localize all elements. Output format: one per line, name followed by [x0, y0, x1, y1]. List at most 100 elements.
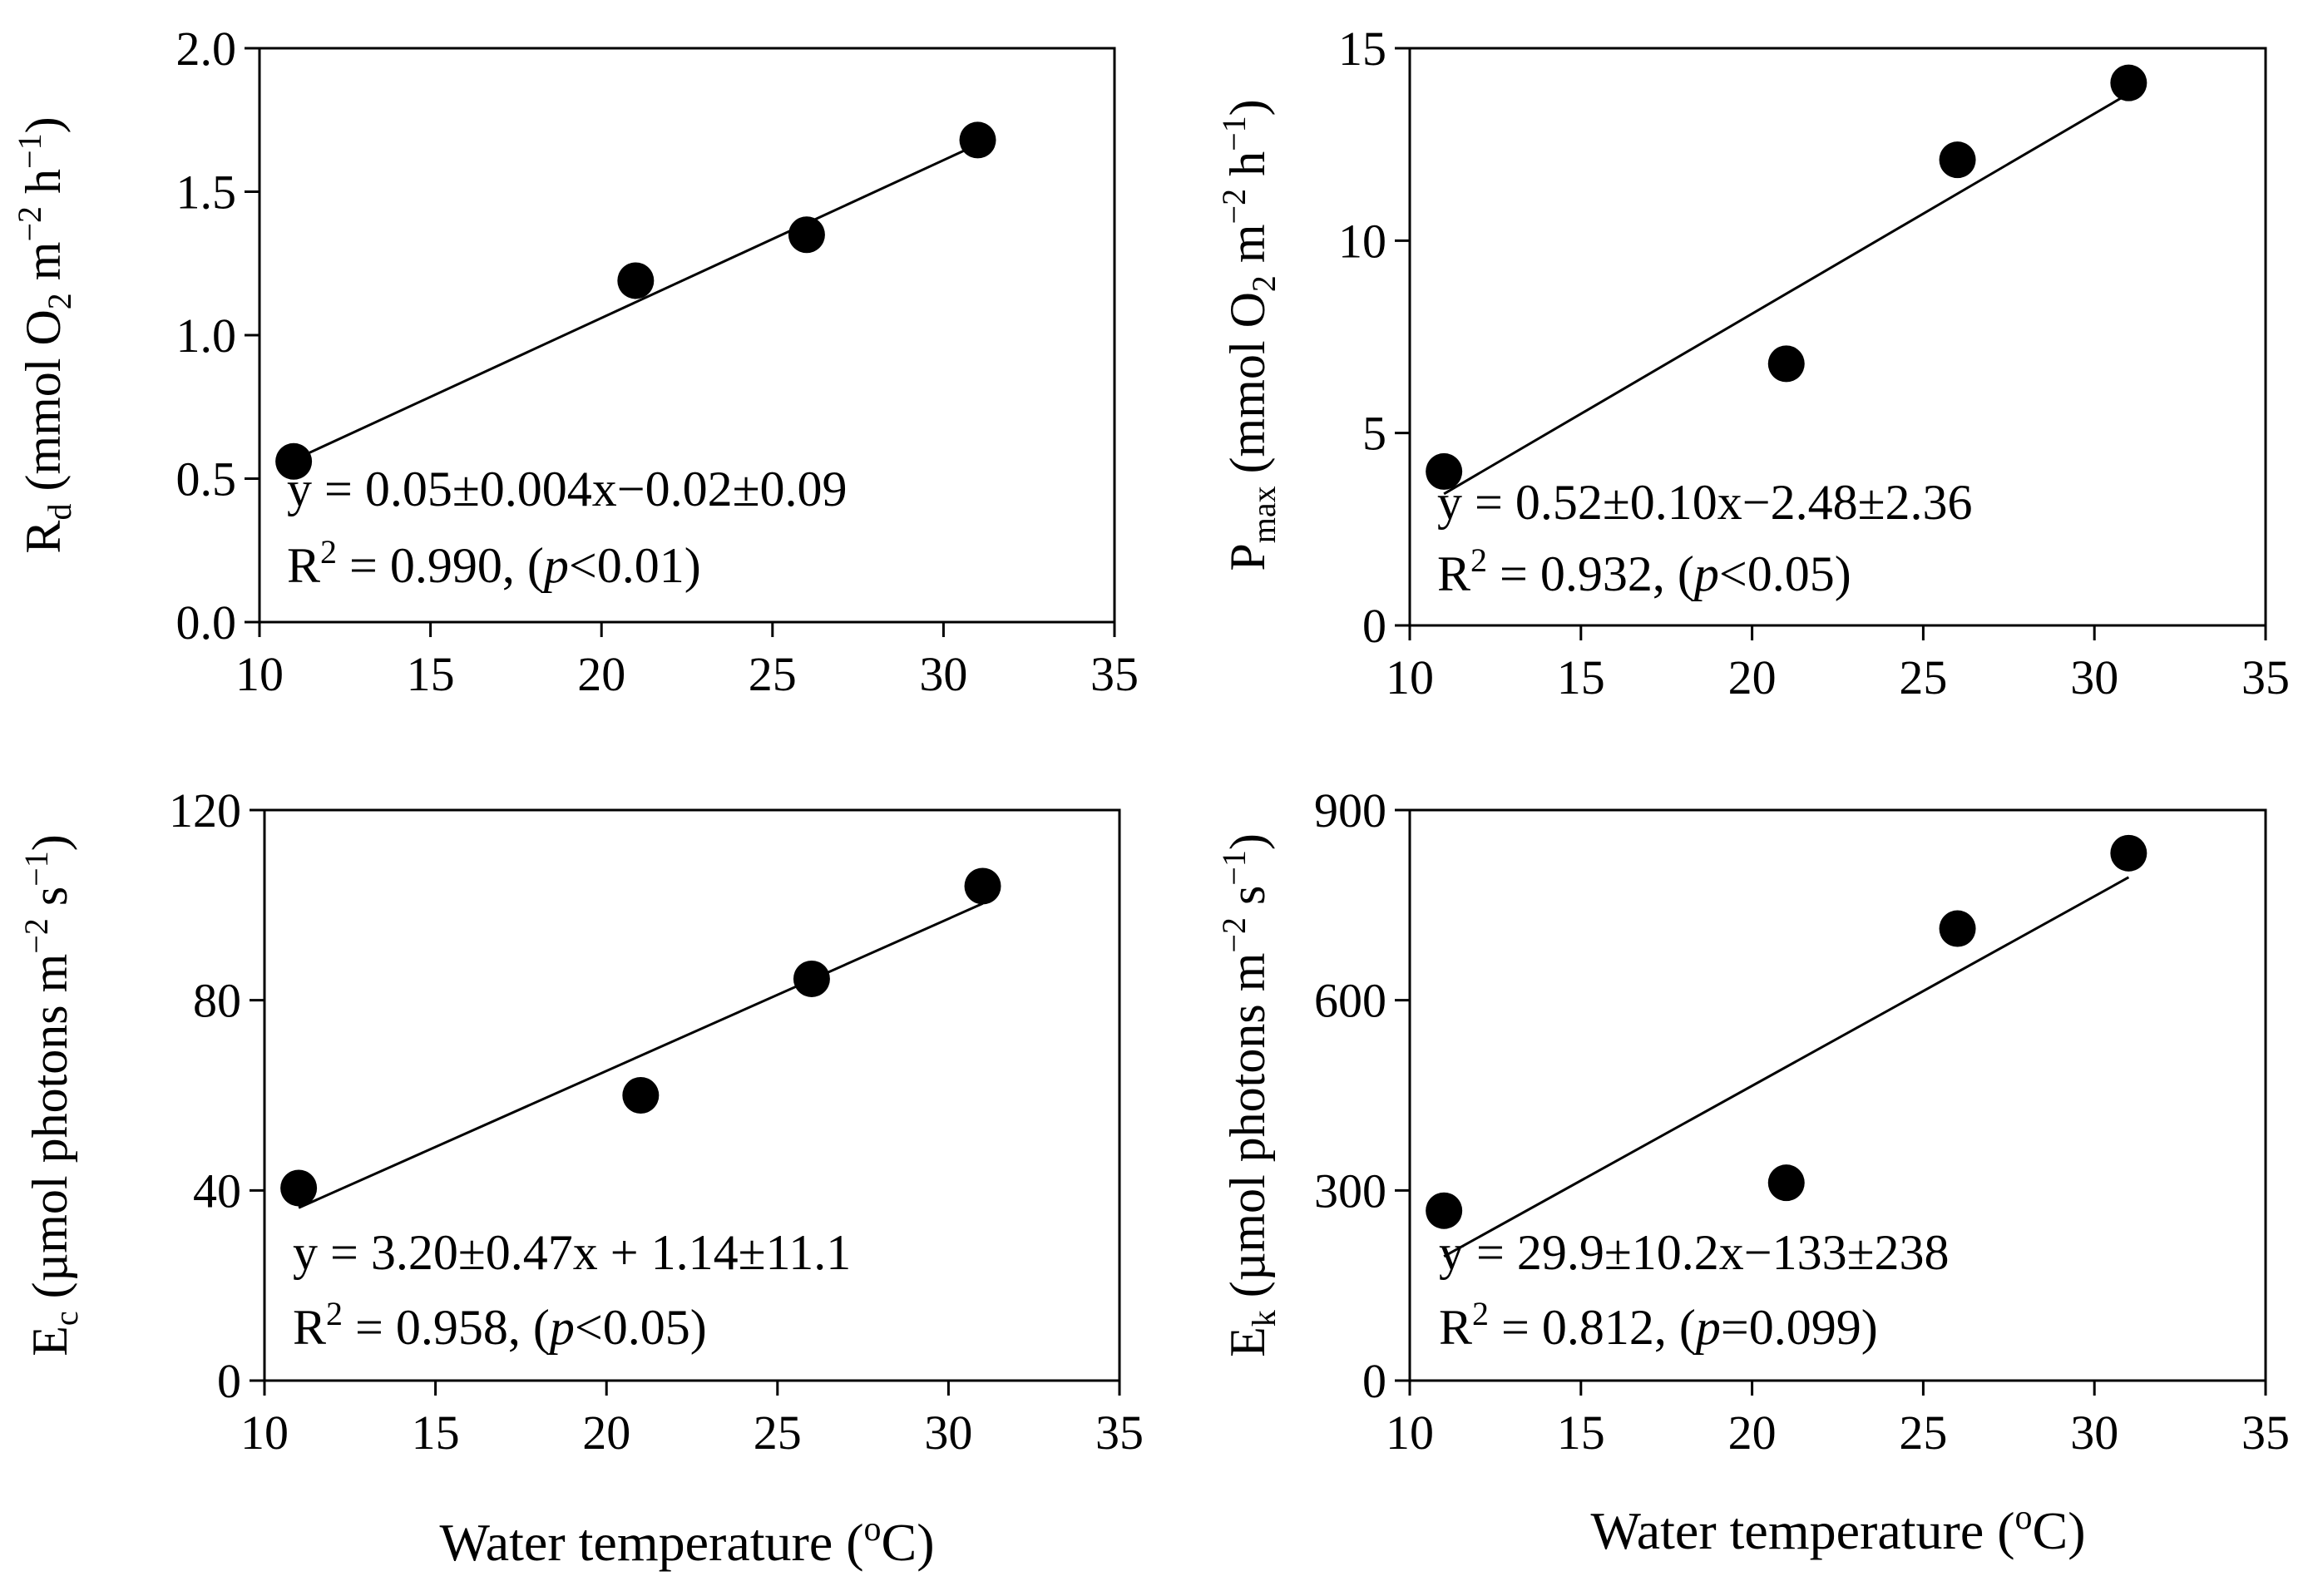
y-axis-label-part: E	[1220, 1327, 1275, 1357]
y-axis-label-part: −2	[1215, 189, 1253, 225]
x-tick-label: 20	[582, 1406, 630, 1460]
y-axis-label-group: Pmax (mmol O2 m−2 h−1)	[1215, 99, 1282, 571]
data-point	[793, 960, 830, 997]
y-tick-label: 0	[1362, 1354, 1386, 1408]
r-squared-text-part: <0.01)	[569, 538, 701, 593]
x-tick-label: 30	[2070, 1406, 2118, 1460]
x-tick-label: 10	[1386, 1406, 1434, 1460]
y-tick-label: 80	[193, 974, 241, 1028]
regression-equation: y = 29.9±10.2x−133±238	[1439, 1225, 1950, 1280]
regression-line	[298, 902, 984, 1209]
y-axis-label-part: 2	[1245, 275, 1282, 292]
regression-line	[1443, 876, 2130, 1258]
data-point	[1767, 345, 1805, 383]
r-squared-text-part: = 0.990, (	[337, 538, 544, 593]
r-squared-text: R2 = 0.812, (p=0.099)	[1439, 1295, 1878, 1355]
r-squared-text-part: <0.05)	[575, 1300, 707, 1355]
regression-line	[1443, 92, 2130, 496]
x-tick-label: 10	[1386, 650, 1434, 704]
data-point	[2110, 834, 2147, 872]
y-axis-label-part: (µmol photons m	[22, 954, 77, 1312]
r-squared-text-part: 2	[1472, 1295, 1489, 1332]
data-point	[1426, 452, 1463, 490]
r-squared-text-part: R	[1437, 546, 1470, 601]
r-squared-text-part: = 0.932, (	[1487, 546, 1694, 601]
y-axis-label-group: Ec (µmol photons m−2 s−1)	[17, 834, 85, 1356]
y-axis-label-part: s	[1220, 886, 1275, 917]
panel-3: 10 15 20 25 30 35 0 40 80 120 y = 3.20±0.47x + 1.1…	[17, 783, 1144, 1572]
y-axis-label-part: −2	[17, 918, 55, 954]
plot-frame	[1408, 47, 2267, 627]
data-point	[1426, 1192, 1463, 1229]
data-point	[1767, 1164, 1805, 1202]
y-axis-label-part: −2	[11, 206, 48, 242]
y-axis-label: Rd (mmol O2 m−2 h−1)	[11, 116, 78, 553]
data-point	[622, 1077, 660, 1114]
data-point	[788, 216, 825, 254]
y-tick-label: 40	[193, 1164, 241, 1218]
x-tick-label: 35	[2241, 650, 2290, 704]
r-squared-text-part: 2	[320, 533, 337, 571]
y-axis-label-part: h	[16, 169, 71, 206]
x-axis-label-part: C)	[2033, 1501, 2086, 1560]
x-tick-label: 20	[577, 647, 625, 701]
regression-equation: y = 3.20±0.47x + 1.14±11.1	[293, 1225, 851, 1280]
r-squared-text-part: <0.05)	[1719, 546, 1851, 601]
data-point	[617, 262, 655, 299]
r-squared-text-part: R	[287, 538, 320, 593]
x-tick-label: 15	[407, 647, 455, 701]
y-axis-label-part: h	[1220, 151, 1275, 189]
y-axis-label-part: P	[1220, 543, 1275, 571]
plot-frame	[263, 808, 1121, 1382]
r-squared-text-part: p	[541, 538, 569, 593]
y-tick-label: 5	[1362, 407, 1386, 461]
r-squared-text: R2 = 0.958, (p<0.05)	[293, 1295, 707, 1355]
x-axis-label-part: C)	[882, 1513, 935, 1572]
plot-frame	[1408, 808, 2267, 1382]
y-tick-label: 600	[1314, 974, 1386, 1028]
x-tick-label: 35	[1090, 647, 1139, 701]
y-axis-label-part: m	[1220, 224, 1275, 275]
x-axis-label: Water temperature (oC)	[439, 1510, 934, 1572]
data-point	[1939, 141, 1976, 179]
data-point	[959, 121, 996, 159]
regression-line	[293, 143, 979, 462]
y-tick-label: 15	[1338, 22, 1386, 76]
x-axis-label-part: o	[864, 1510, 882, 1549]
data-point	[964, 867, 1001, 905]
y-axis-label-group: Rd (mmol O2 m−2 h−1)	[11, 116, 78, 553]
y-axis-label: Ek (µmol photons m−2 s−1)	[1215, 833, 1282, 1357]
y-axis-label-part: )	[16, 116, 71, 133]
x-axis-label-part: Water temperature (	[439, 1513, 863, 1572]
y-axis-label-part: 2	[41, 293, 78, 309]
y-axis-label: Pmax (mmol O2 m−2 h−1)	[1215, 99, 1282, 571]
r-squared-text-part: =0.099)	[1721, 1300, 1878, 1355]
y-axis-label-part: −1	[1215, 850, 1253, 886]
y-axis-label-part: c	[47, 1311, 85, 1326]
r-squared-text: R2 = 0.932, (p<0.05)	[1437, 541, 1851, 601]
y-axis-label-part: (mmol O	[16, 309, 71, 503]
x-axis-label-part: o	[2015, 1499, 2033, 1537]
y-axis-label-part: m	[16, 242, 71, 294]
x-tick-label: 25	[749, 647, 797, 701]
r-squared-text-part: p	[1691, 546, 1719, 601]
y-axis-label-part: −2	[1215, 917, 1253, 953]
x-tick-label: 25	[1899, 650, 1947, 704]
x-tick-label: 30	[919, 647, 967, 701]
r-squared-text-part: R	[293, 1300, 326, 1355]
panel-2: 10 15 20 25 30 35 0 5 10 15 y = 0.52±0.10x−2.48±2.…	[1215, 22, 2290, 704]
y-tick-label: 2.0	[176, 22, 237, 76]
y-axis-label-part: (µmol photons m	[1220, 953, 1275, 1311]
y-axis-label-part: k	[1245, 1310, 1282, 1327]
y-axis-label-part: −1	[1215, 116, 1253, 151]
y-tick-label: 900	[1314, 783, 1386, 838]
x-tick-label: 20	[1728, 1406, 1777, 1460]
x-axis-label: Water temperature (oC)	[1590, 1499, 2085, 1560]
r-squared-text: R2 = 0.990, (p<0.01)	[287, 533, 701, 593]
x-tick-label: 10	[235, 647, 284, 701]
y-tick-label: 1.0	[176, 309, 237, 363]
y-tick-label: 300	[1314, 1164, 1386, 1218]
y-axis-label-part: s	[22, 887, 77, 918]
y-axis-label: Ec (µmol photons m−2 s−1)	[17, 834, 85, 1356]
